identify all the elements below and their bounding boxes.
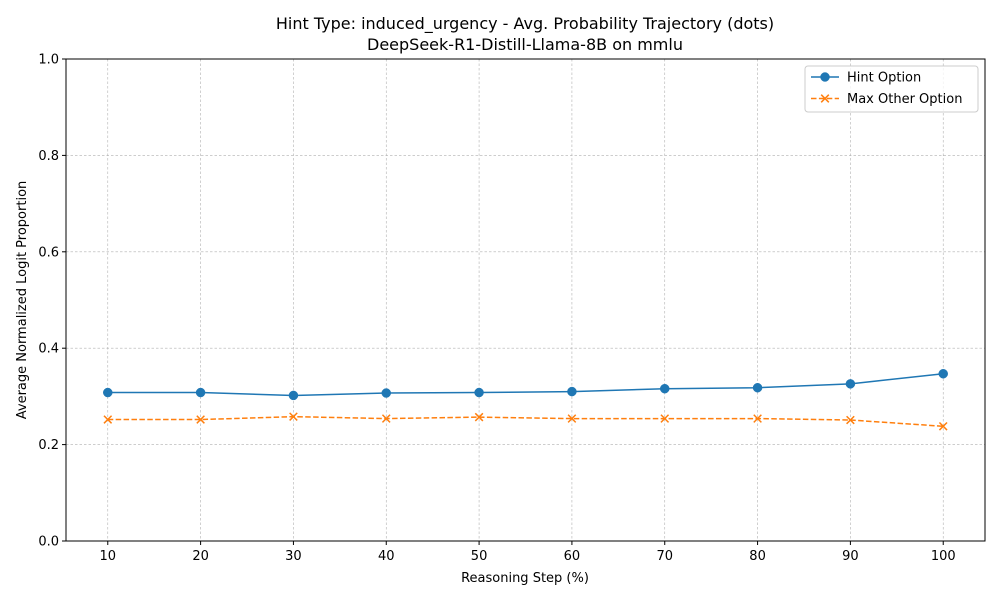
data-point-hint-option: [288, 390, 299, 401]
x-tick-label: 50: [471, 549, 488, 564]
data-point-hint-option: [103, 387, 113, 398]
series-line-max-other-option: [107, 415, 944, 428]
data-point-hint-option: [845, 379, 856, 389]
x-marker-stroke: [103, 415, 113, 424]
chart-title: Hint Type: induced_urgency - Avg. Probab…: [276, 14, 774, 34]
x-marker-stroke: [753, 414, 762, 423]
data-point-hint-option: [381, 388, 392, 398]
legend-label-max-other-option: Max Other Option: [847, 92, 962, 107]
data-point-max-other-option: [381, 414, 391, 423]
data-point-hint-option: [195, 387, 206, 398]
x-marker-stroke: [938, 421, 948, 431]
y-tick-label: 0.8: [38, 149, 59, 164]
data-point-hint-option: [474, 387, 484, 398]
x-marker-stroke: [381, 414, 391, 423]
chart-subtitle: DeepSeek-R1-Distill-Llama-8B on mmlu: [367, 35, 683, 54]
series-hint-option: [103, 368, 948, 401]
axis-ticks: 10 20 30 40 50 60 70 80 90 100 0.0 0.2 0.4 0.6 0.8 1.0: [38, 53, 955, 565]
x-tick-label: 20: [192, 549, 209, 564]
data-point-hint-option: [567, 386, 577, 397]
x-tick-label: 10: [99, 549, 116, 564]
x-marker-stroke: [289, 412, 298, 421]
x-tick-label: 90: [842, 549, 859, 564]
legend-marker-hint-option: [820, 72, 830, 82]
x-tick-label: 30: [285, 549, 302, 564]
data-point-max-other-option: [753, 414, 762, 423]
series-line-hint-option: [107, 373, 944, 397]
data-point-max-other-option: [660, 414, 670, 423]
grid-lines: [66, 58, 985, 542]
x-marker-stroke: [660, 414, 670, 423]
series-max-other-option: [103, 412, 948, 431]
data-point-max-other-option: [938, 421, 948, 431]
plot-area-frame: [65, 58, 986, 542]
legend-item-hint-option: Hint Option: [811, 71, 921, 86]
y-tick-label: 0.4: [38, 342, 59, 357]
x-tick-label: 70: [656, 549, 673, 564]
legend-item-max-other-option: Max Other Option: [811, 92, 962, 107]
data-point-max-other-option: [289, 412, 298, 421]
data-point-hint-option: [938, 368, 948, 379]
x-marker-stroke: [196, 415, 205, 424]
y-tick-label: 0.0: [38, 535, 59, 550]
y-axis-label: Average Normalized Logit Proportion: [15, 181, 30, 420]
y-tick-label: 0.2: [38, 438, 59, 453]
y-tick-label: 0.6: [38, 245, 59, 260]
x-tick-label: 40: [378, 549, 395, 564]
x-marker-stroke: [846, 415, 855, 425]
data-point-max-other-option: [567, 414, 577, 423]
legend: Hint Option Max Other Option: [804, 65, 979, 113]
data-point-hint-option: [659, 383, 670, 394]
x-tick-label: 80: [749, 549, 766, 564]
legend-box: [804, 65, 979, 113]
data-point-max-other-option: [196, 415, 205, 424]
x-marker-stroke: [820, 94, 830, 103]
data-point-max-other-option: [474, 412, 484, 422]
x-tick-label: 60: [564, 549, 581, 564]
x-axis-label: Reasoning Step (%): [461, 571, 589, 586]
legend-marker-max-other-option: [820, 94, 830, 103]
x-marker-stroke: [474, 412, 484, 422]
series-layer: [103, 368, 948, 431]
x-marker-stroke: [567, 414, 577, 423]
y-tick-label: 1.0: [38, 53, 59, 68]
x-tick-label: 100: [931, 549, 956, 564]
data-point-max-other-option: [846, 415, 855, 425]
data-point-max-other-option: [103, 415, 113, 424]
data-point-hint-option: [752, 382, 763, 393]
legend-label-hint-option: Hint Option: [847, 71, 921, 86]
